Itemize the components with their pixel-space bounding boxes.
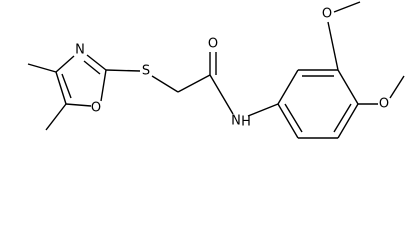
atom-label: O — [379, 97, 389, 112]
bond — [333, 1, 361, 13]
bond — [284, 103, 303, 133]
bond — [151, 75, 179, 93]
bond — [337, 69, 359, 105]
bond — [55, 55, 75, 73]
bond — [389, 75, 405, 99]
bond — [100, 69, 107, 102]
bond — [333, 103, 352, 133]
bond — [61, 73, 72, 99]
bond — [105, 69, 141, 72]
atom-label: N — [231, 114, 241, 129]
atom-label: O — [322, 7, 332, 22]
atom-label: N — [75, 43, 85, 58]
molecule-diagram: N O S O N H O O — [27, 1, 405, 139]
bond — [209, 74, 234, 115]
bond — [177, 74, 211, 93]
bond — [27, 63, 57, 73]
atom-label: O — [208, 37, 218, 52]
atom-label: O — [91, 101, 101, 116]
bond — [55, 71, 67, 105]
bond — [86, 54, 107, 71]
bond — [247, 103, 279, 117]
bond — [65, 103, 92, 107]
bond — [277, 69, 299, 105]
bonds — [27, 1, 405, 139]
bond — [45, 103, 67, 131]
bond — [277, 103, 299, 139]
atom-label: S — [142, 64, 150, 79]
atom-label: H — [241, 115, 251, 130]
bond — [83, 60, 101, 75]
bond — [327, 21, 339, 71]
bond — [337, 103, 359, 139]
